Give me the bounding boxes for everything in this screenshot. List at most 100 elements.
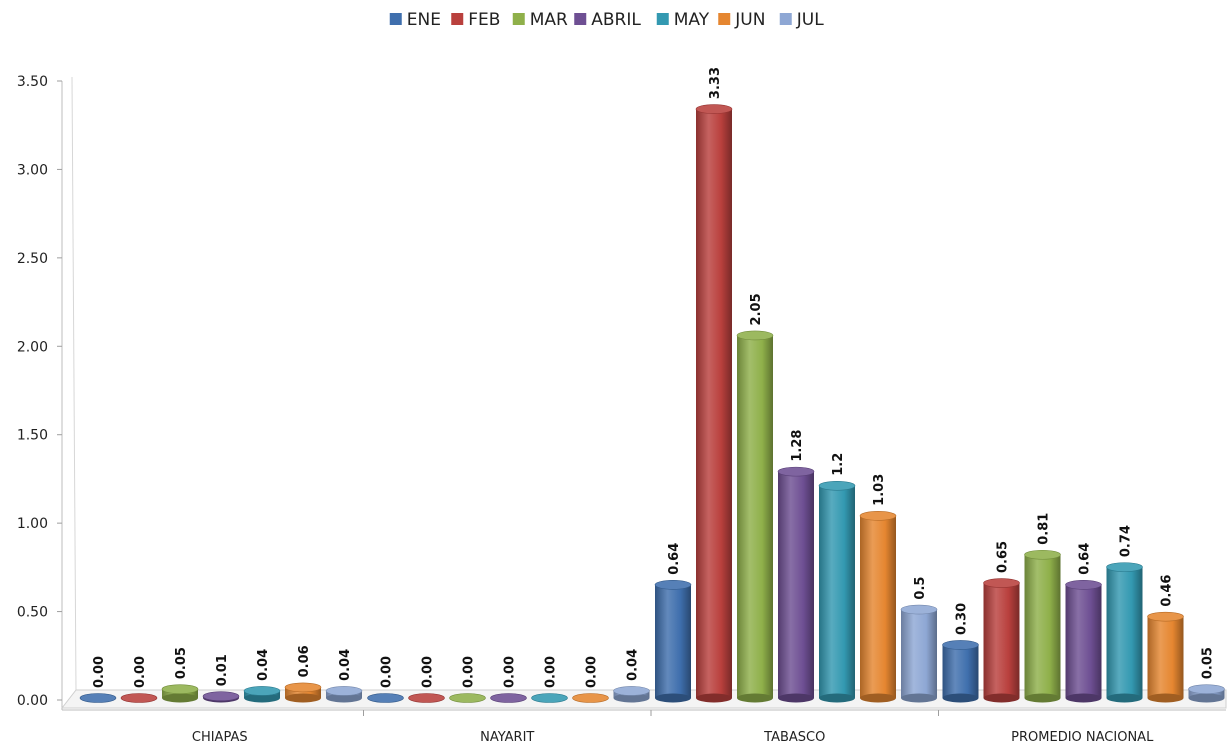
bar-body [655,584,691,698]
bar-base [860,693,896,703]
data-label-chiapas-mar: 0.05 [174,647,189,679]
bar-nayarit-ene [367,693,404,703]
y-tick-label: 2.00 [17,339,48,355]
bar-cap [1065,580,1102,590]
bar-base [326,693,362,703]
bar-nayarit-jun [572,693,609,703]
bar-cap [613,686,650,696]
bar-body [737,335,773,698]
data-label-promedio-nacional-ene: 0.30 [955,603,970,635]
bar-base [1024,693,1061,703]
legend-item-abril: ABRIL [574,10,641,30]
bar-cap [325,686,363,696]
data-label-promedio-nacional-jun: 0.46 [1160,575,1175,607]
bar-cap [859,511,897,521]
bar-chiapas-ene [79,693,117,703]
bar-nayarit-abril [490,693,527,703]
bar-nayarit-feb [408,693,445,703]
bar-cap [408,693,445,703]
bar-base [737,693,773,703]
data-label-nayarit-may: 0.00 [544,656,559,688]
bar-cap [284,682,322,693]
bar-chiapas-mar [161,684,199,703]
bar-body [1106,567,1143,698]
data-label-tabasco-ene: 0.64 [667,543,682,575]
legend-swatch [574,13,587,25]
bar-body [1024,554,1061,698]
bar-chiapas-feb [120,693,158,703]
data-label-tabasco-jul: 0.5 [913,577,928,600]
bar-cap [654,580,692,590]
data-label-tabasco-abril: 1.28 [790,430,805,462]
bar-cap [1106,562,1143,572]
data-label-promedio-nacional-may: 0.74 [1119,525,1134,557]
legend-item-jul: JUL [779,10,824,30]
bar-base [778,693,814,703]
bar-body [901,609,937,698]
bar-chiapas-jun [284,682,322,703]
legend-swatch [718,13,731,25]
legend-label: ENE [407,10,441,30]
legend-swatch [389,13,402,25]
y-tick-label: 0.00 [17,693,48,709]
legend-swatch [779,13,792,25]
bar-base [162,693,198,703]
legend-swatch [512,13,525,25]
bar-base [696,693,732,703]
data-label-promedio-nacional-jul: 0.05 [1201,647,1216,679]
legend-label: JUN [734,10,765,30]
data-label-promedio-nacional-abril: 0.64 [1078,543,1093,575]
data-label-tabasco-may: 1.2 [831,453,846,476]
bar-cap [1147,611,1184,622]
bar-base [1106,693,1143,703]
bar-base [983,693,1020,703]
bar-tabasco-feb [695,104,733,703]
bar-cap [777,466,815,477]
legend-label: FEB [468,10,500,30]
legend-item-ene: ENE [389,10,441,30]
bar-promedio-nacional-jul [1188,684,1225,703]
bar-tabasco-jun [859,511,897,703]
bar-cap [243,686,281,696]
bar-base [1147,693,1184,703]
data-label-chiapas-feb: 0.00 [133,656,148,688]
data-label-chiapas-ene: 0.00 [92,656,107,688]
legend-item-mar: MAR [512,10,568,30]
bar-chiapas-abril [202,691,240,703]
bar-cap [818,480,856,491]
bars [79,104,1225,703]
bar-cap [79,693,117,703]
bar-base [613,693,650,703]
bar-base [1065,693,1102,703]
bar-cap [531,693,568,703]
bar-base [1188,693,1225,703]
bar-cap [572,693,609,703]
data-label-nayarit-jul: 0.04 [626,649,641,681]
bar-cap [900,604,938,615]
data-label-nayarit-mar: 0.00 [462,656,477,688]
bar-cap [736,330,774,341]
x-tick-label-chiapas: CHIAPAS [192,730,248,745]
bar-cap [161,684,199,694]
bar-tabasco-may [818,480,856,703]
y-tick-label: 2.50 [17,251,48,267]
bar-promedio-nacional-mar [1024,549,1061,703]
y-tick-label: 1.50 [17,428,48,444]
bar-tabasco-abril [777,466,815,703]
bar-cap [202,691,240,702]
data-label-chiapas-jun: 0.06 [297,645,312,677]
bar-base [819,693,855,703]
data-label-promedio-nacional-feb: 0.65 [996,541,1011,573]
y-tick-label: 3.50 [17,74,48,90]
value-labels: 0.00 0.00 0.05 0.01 0.04 0.06 0.04 0.00 0.00 0.00… [92,67,1216,688]
bar-cap [120,693,158,703]
y-tick-label: 3.00 [17,162,48,178]
bar-base [942,693,979,703]
bar-tabasco-ene [654,580,692,703]
bar-cap [983,578,1020,588]
bar-tabasco-jul [900,604,938,703]
bar-cap [695,104,733,114]
bar-promedio-nacional-may [1106,562,1143,703]
data-label-tabasco-mar: 2.05 [749,293,764,325]
